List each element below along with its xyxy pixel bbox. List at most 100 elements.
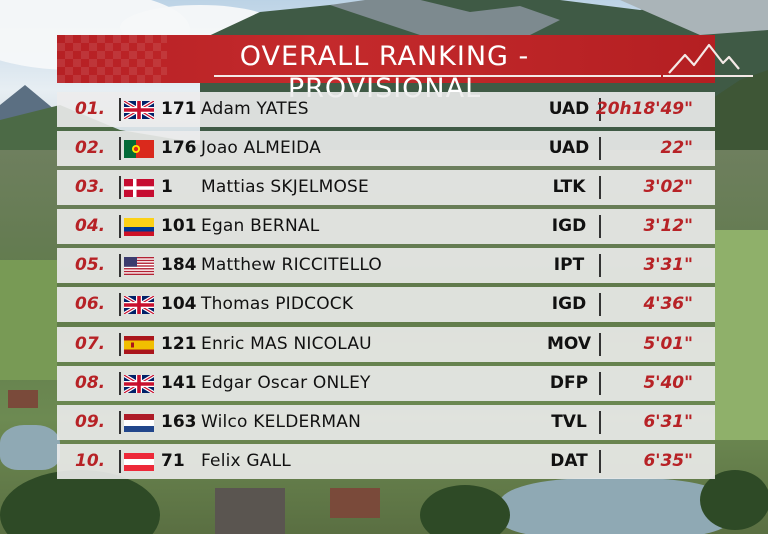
divider [599, 410, 601, 434]
time-gap: 4'36" [643, 294, 693, 315]
divider [599, 176, 601, 200]
time-gap: 6'35" [643, 450, 693, 471]
rider-name: Egan BERNAL [201, 216, 320, 237]
rank-position: 08. [75, 372, 106, 393]
rank-position: 03. [75, 177, 106, 198]
rank-position: 05. [75, 255, 106, 276]
table-row: 09. 163 Wilco KELDERMAN TVL 6'31" [57, 404, 715, 440]
team-code: UAD [548, 138, 590, 159]
team-code: IGD [551, 216, 587, 237]
at-flag-icon [124, 452, 154, 471]
ranking-table: 01. 171 Adam YATES UAD 20h18'49" 02. 176 Joao A… [57, 92, 715, 483]
ranking-header: OVERALL RANKING - PROVISIONAL [57, 35, 753, 104]
team-code: UAD [548, 99, 590, 119]
lake [500, 478, 730, 534]
building [8, 390, 38, 408]
table-row: 07. 121 Enric MAS NICOLAU MOV 5'01" [57, 326, 715, 362]
building [330, 488, 380, 518]
lake [0, 425, 60, 470]
divider [119, 137, 121, 161]
team-code: LTK [552, 177, 586, 198]
rank-position: 07. [75, 333, 106, 354]
bib-number: 184 [161, 255, 197, 276]
rider-name: Thomas PIDCOCK [201, 294, 354, 315]
bib-number: 1 [161, 177, 173, 198]
rider-name: Wilco KELDERMAN [201, 411, 362, 432]
time-gap: 3'12" [643, 216, 693, 237]
rank-position: 09. [75, 411, 106, 432]
divider [119, 293, 121, 317]
table-row: 03. 1 Mattias SKJELMOSE LTK 3'02" [57, 170, 715, 206]
divider [599, 215, 601, 239]
table-row: 10. 71 Felix GALL DAT 6'35" [57, 443, 715, 479]
divider [119, 98, 121, 121]
divider [599, 137, 601, 161]
time-gap: 6'31" [643, 411, 693, 432]
time-gap: 3'02" [643, 177, 693, 198]
rank-position: 01. [75, 99, 106, 119]
us-flag-icon [124, 257, 154, 276]
divider [599, 371, 601, 395]
bib-number: 163 [161, 411, 197, 432]
rider-name: Adam YATES [201, 99, 309, 119]
bib-number: 171 [161, 99, 197, 119]
table-row: 04. 101 Egan BERNAL IGD 3'12" [57, 209, 715, 245]
divider [599, 293, 601, 317]
rider-name: Felix GALL [201, 450, 291, 471]
tree [420, 485, 510, 534]
divider [599, 332, 601, 356]
team-code: DFP [549, 372, 589, 393]
building [215, 488, 285, 534]
divider [119, 410, 121, 434]
icon-underline [663, 75, 753, 77]
table-row: 05. 184 Matthew RICCITELLO IPT 3'31" [57, 248, 715, 284]
gb-flag-icon [124, 374, 154, 393]
table-row: 08. 141 Edgar Oscar ONLEY DFP 5'40" [57, 365, 715, 401]
table-row: 02. 176 Joao ALMEIDA UAD 22" [57, 131, 715, 167]
rank-position: 02. [75, 138, 106, 159]
co-flag-icon [124, 218, 154, 237]
gb-flag-icon [124, 101, 154, 119]
rider-name: Mattias SKJELMOSE [201, 177, 369, 198]
field [0, 260, 57, 380]
team-code: DAT [550, 450, 588, 471]
rider-name: Enric MAS NICOLAU [201, 333, 372, 354]
divider [119, 176, 121, 200]
es-flag-icon [124, 335, 154, 354]
checkered-pattern [57, 35, 167, 83]
time-gap: 5'01" [643, 333, 693, 354]
field [715, 230, 768, 440]
rider-name: Matthew RICCITELLO [201, 255, 382, 276]
gb-flag-icon [124, 296, 154, 315]
team-code: TVL [551, 411, 587, 432]
dk-flag-icon [124, 179, 154, 198]
tree [0, 470, 160, 534]
table-row: 06. 104 Thomas PIDCOCK IGD 4'36" [57, 287, 715, 323]
divider [119, 332, 121, 356]
divider [599, 254, 601, 278]
divider [599, 449, 601, 473]
bib-number: 101 [161, 216, 197, 237]
rider-name: Edgar Oscar ONLEY [201, 372, 371, 393]
rank-position: 04. [75, 216, 106, 237]
pt-flag-icon [124, 140, 154, 159]
team-code: MOV [546, 333, 592, 354]
rider-name: Joao ALMEIDA [201, 138, 321, 159]
divider [119, 449, 121, 473]
team-code: IGD [551, 294, 587, 315]
mountain-icon [668, 43, 740, 74]
bib-number: 71 [161, 450, 185, 471]
divider [599, 98, 601, 121]
bib-number: 104 [161, 294, 197, 315]
bib-number: 121 [161, 333, 197, 354]
bib-number: 141 [161, 372, 197, 393]
bib-number: 176 [161, 138, 197, 159]
rank-position: 06. [75, 294, 106, 315]
divider [119, 371, 121, 395]
time-gap: 22" [660, 138, 693, 159]
divider [119, 215, 121, 239]
time-gap: 20h18'49" [595, 99, 693, 119]
divider [119, 254, 121, 278]
table-row: 01. 171 Adam YATES UAD 20h18'49" [57, 92, 715, 127]
time-gap: 3'31" [643, 255, 693, 276]
